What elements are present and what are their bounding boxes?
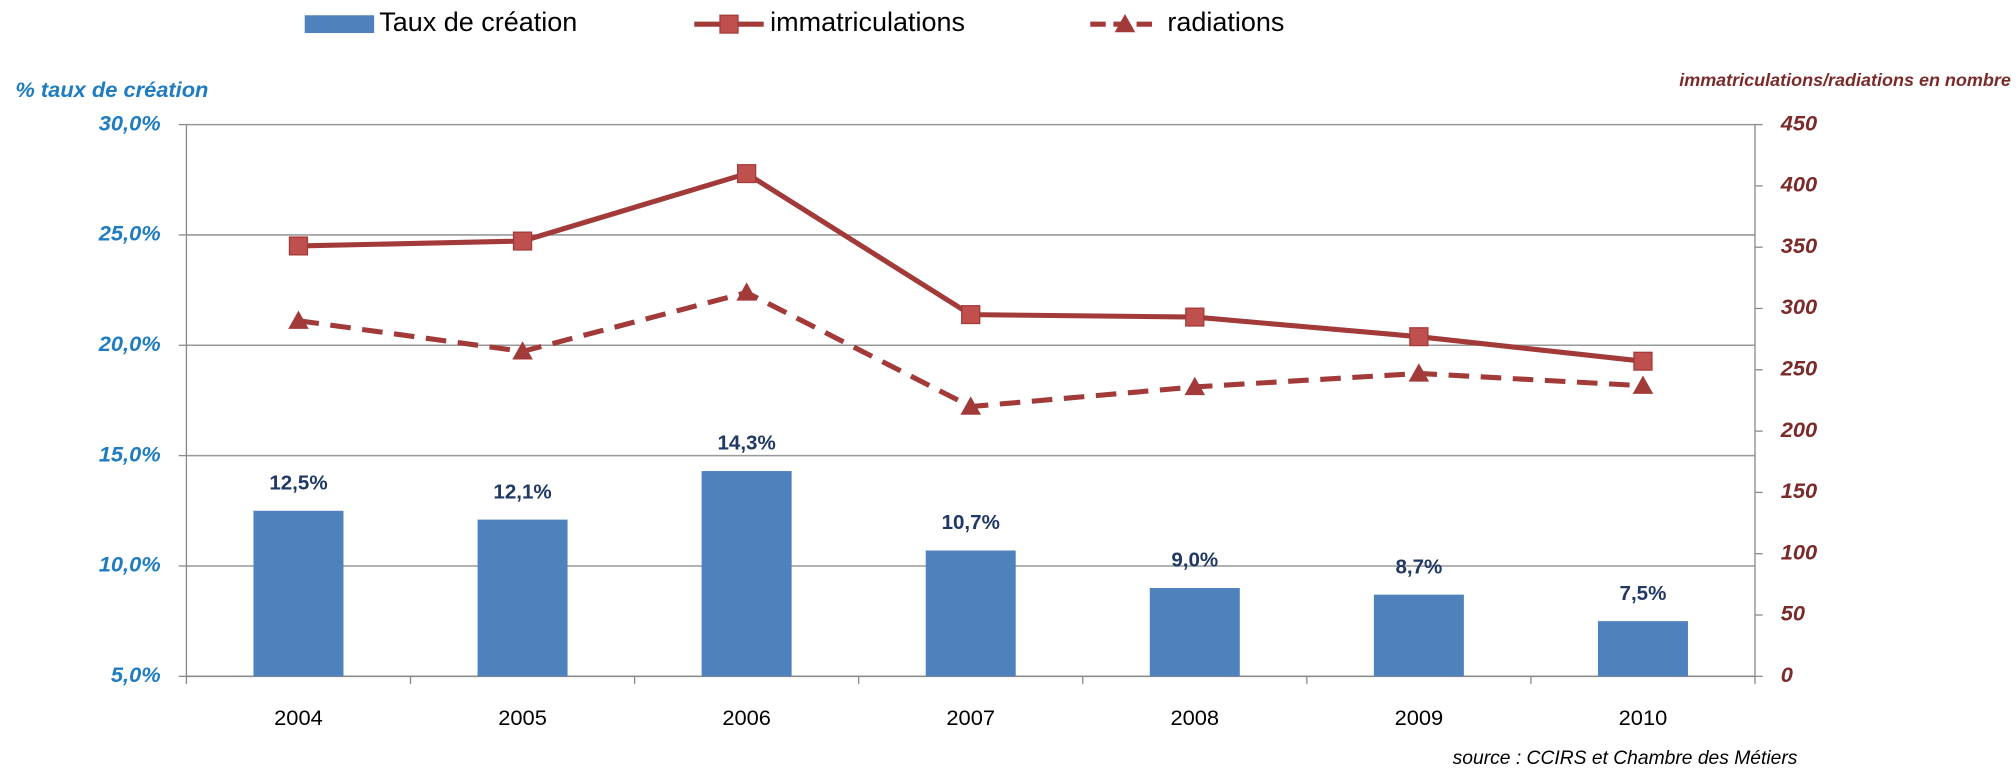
y2-tick-label: 450 <box>1780 110 1817 135</box>
legend-marker <box>1114 13 1136 33</box>
marker <box>736 282 757 301</box>
y2-tick-label: 50 <box>1781 601 1805 626</box>
x-tick-label: 2009 <box>1395 705 1444 730</box>
y2-tick-label: 250 <box>1780 356 1817 381</box>
x-tick-label: 2006 <box>722 705 771 730</box>
bar <box>1373 594 1464 677</box>
y-axis-title: % taux de création <box>15 77 208 102</box>
bar <box>477 519 568 677</box>
x-tick-label: 2008 <box>1170 705 1219 730</box>
data-label: 12,5% <box>269 472 327 495</box>
x-tick-label: 2007 <box>946 705 995 730</box>
marker <box>512 231 533 251</box>
marker <box>1409 327 1429 347</box>
marker <box>1185 307 1205 327</box>
y2-tick-label: 350 <box>1781 233 1817 258</box>
y-tick-label: 25,0% <box>98 221 161 246</box>
y2-tick-label: 100 <box>1781 540 1817 565</box>
bar <box>1597 621 1688 677</box>
y-tick-label: 5,0% <box>111 662 161 687</box>
marker <box>1184 376 1206 396</box>
legend-marker <box>719 14 739 34</box>
bar <box>253 510 344 677</box>
marker <box>1632 375 1654 394</box>
x-tick-label: 2004 <box>274 705 323 730</box>
y2-tick-label: 400 <box>1780 172 1817 197</box>
line <box>298 170 1644 364</box>
marker <box>288 236 309 256</box>
marker <box>512 341 533 360</box>
y-tick-label: 10,0% <box>99 552 161 577</box>
x-tick-label: 2005 <box>498 705 547 730</box>
legend-swatch <box>304 15 375 34</box>
legend-label: immatriculations <box>770 7 965 37</box>
marker <box>961 305 981 325</box>
bar <box>925 550 1016 677</box>
y2-tick-label: 200 <box>1780 417 1817 442</box>
y2-axis-title: immatriculations/radiations en nombre <box>1679 70 2011 90</box>
data-label: 9,0% <box>1171 549 1218 572</box>
bar <box>1149 588 1240 677</box>
y-tick-label: 20,0% <box>98 331 161 356</box>
y2-tick-label: 150 <box>1781 478 1817 503</box>
marker <box>960 396 981 415</box>
y2-tick-label: 300 <box>1781 294 1817 319</box>
source: source : CCIRS et Chambre des Métiers <box>1453 748 1798 769</box>
data-label: 8,7% <box>1395 555 1442 578</box>
marker <box>288 310 309 329</box>
y-tick-label: 30,0% <box>99 110 161 135</box>
legend-label: radiations <box>1167 7 1284 37</box>
marker <box>736 164 757 184</box>
data-label: 10,7% <box>942 511 1000 534</box>
marker <box>1408 363 1430 382</box>
data-label: 14,3% <box>717 432 775 455</box>
x-tick-label: 2010 <box>1619 705 1668 730</box>
y2-tick-label: 0 <box>1781 662 1793 687</box>
data-label: 12,1% <box>493 480 551 503</box>
data-label: 7,5% <box>1620 582 1667 605</box>
marker <box>1633 351 1653 371</box>
legend-label: Taux de création <box>379 7 577 37</box>
y-tick-label: 15,0% <box>99 441 161 466</box>
bar <box>701 471 792 677</box>
